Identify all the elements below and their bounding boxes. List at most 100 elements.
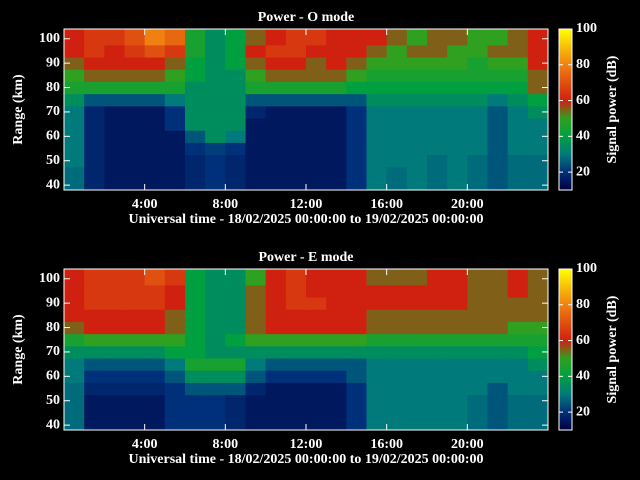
heatmap-cell: [144, 93, 166, 107]
heatmap-cell: [507, 118, 529, 131]
colorbar: [558, 268, 573, 431]
heatmap-cell: [406, 57, 428, 70]
heatmap-cell: [265, 321, 287, 335]
heatmap-cell: [527, 142, 548, 156]
heatmap-cell: [507, 321, 529, 335]
heatmap-cell: [507, 69, 529, 82]
x-tick-label: 16:00: [370, 437, 403, 452]
heatmap-cell: [406, 297, 428, 310]
heatmap-cell: [164, 69, 186, 82]
heatmap-cell: [346, 69, 367, 82]
heatmap-cell: [164, 118, 186, 131]
heatmap-cell: [245, 297, 267, 310]
heatmap-cell: [64, 333, 85, 347]
heatmap-cell: [427, 321, 448, 335]
heatmap-cell: [406, 309, 428, 322]
heatmap-cell: [527, 309, 548, 322]
heatmap-cell: [84, 154, 105, 168]
heatmap-cell: [144, 269, 166, 286]
heatmap-cell: [144, 406, 166, 420]
heatmap-cell: [205, 321, 226, 335]
heatmap-cell: [427, 93, 448, 107]
heatmap-cell: [366, 81, 388, 95]
heatmap-cell: [265, 154, 287, 168]
heatmap-cell: [326, 382, 347, 396]
heatmap-cell: [285, 406, 307, 420]
heatmap-cell: [144, 419, 166, 430]
heatmap-cell: [366, 130, 388, 143]
heatmap-cell: [245, 154, 267, 168]
heatmap-cell: [447, 44, 468, 58]
heatmap-cell: [124, 166, 146, 180]
heatmap-cell: [205, 81, 226, 95]
heatmap-cell: [406, 269, 428, 286]
heatmap-cell: [144, 81, 166, 95]
heatmap-cell: [245, 166, 267, 180]
heatmap-cell: [467, 179, 488, 190]
heatmap-cell: [487, 394, 509, 408]
heatmap-cell: [507, 105, 529, 119]
heatmap-cell: [427, 358, 448, 371]
heatmap-cell: [447, 406, 468, 420]
heatmap-cell: [346, 166, 367, 180]
heatmap-cell: [366, 284, 388, 298]
heatmap-cell: [507, 345, 529, 359]
heatmap-cell: [346, 154, 367, 168]
y-axis-label: Range (km): [11, 74, 26, 145]
heatmap-cell: [285, 81, 307, 95]
heatmap-cell: [406, 406, 428, 420]
heatmap-cell: [386, 44, 408, 58]
heatmap-cell: [507, 44, 529, 58]
heatmap-cell: [245, 370, 267, 383]
heatmap-cell: [164, 345, 186, 359]
heatmap-cell: [185, 105, 206, 119]
heatmap-cell: [427, 382, 448, 396]
heatmap-cell: [144, 358, 166, 371]
heatmap-cell: [185, 81, 206, 95]
heatmap-cell: [205, 284, 226, 298]
heatmap-cell: [205, 345, 226, 359]
heatmap-cell: [406, 105, 428, 119]
heatmap-cell: [527, 269, 548, 286]
heatmap-cell: [104, 69, 125, 82]
heatmap-cell: [225, 81, 246, 95]
heatmap-cell: [467, 382, 488, 396]
heatmap-cell: [84, 130, 105, 143]
heatmap-cell: [306, 93, 327, 107]
heatmap-cell: [346, 142, 367, 156]
heatmap-cell: [144, 130, 166, 143]
heatmap-cell: [447, 81, 468, 95]
heatmap-cell: [84, 284, 105, 298]
heatmap-cell: [427, 57, 448, 70]
heatmap-cell: [527, 370, 548, 383]
heatmap-cell: [467, 130, 488, 143]
heatmap-cell: [447, 154, 468, 168]
heatmap-cell: [84, 29, 105, 46]
heatmap-cell: [326, 297, 347, 310]
heatmap-cell: [447, 284, 468, 298]
y-tick-label: 90: [46, 295, 60, 310]
heatmap-cell: [306, 269, 327, 286]
heatmap-cell: [84, 309, 105, 322]
heatmap-cell: [225, 321, 246, 335]
heatmap-cell: [447, 309, 468, 322]
heatmap-cell: [527, 166, 548, 180]
heatmap-cell: [104, 321, 125, 335]
heatmap-cell: [487, 118, 509, 131]
heatmap-cell: [245, 44, 267, 58]
heatmap-cell: [326, 29, 347, 46]
heatmap-cell: [225, 130, 246, 143]
heatmap-cell: [185, 29, 206, 46]
heatmap-cell: [427, 29, 448, 46]
heatmap-cell: [366, 69, 388, 82]
heatmap-cell: [326, 81, 347, 95]
heatmap-cell: [64, 406, 85, 420]
heatmap-cell: [447, 321, 468, 335]
heatmap-cell: [205, 333, 226, 347]
heatmap-cell: [467, 358, 488, 371]
heatmap-cell: [427, 69, 448, 82]
heatmap-cell: [467, 370, 488, 383]
heatmap-cell: [306, 154, 327, 168]
heatmap-cell: [326, 154, 347, 168]
heatmap-cell: [225, 57, 246, 70]
